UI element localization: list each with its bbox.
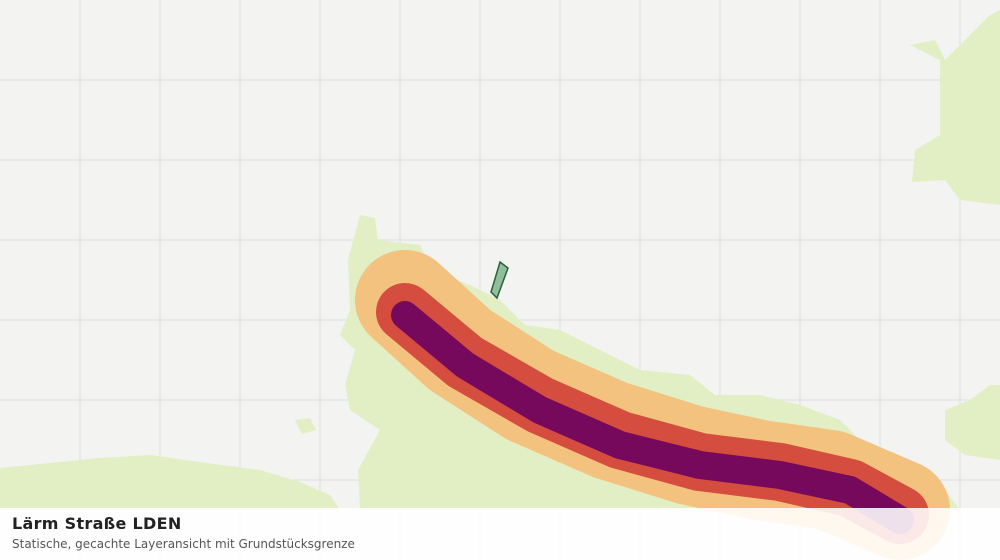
layer-subtitle: Statische, gecachte Layeransicht mit Gru… [12, 537, 355, 551]
legend-panel: Lärm Straße LDEN Statische, gecachte Lay… [0, 508, 1000, 560]
parcel-boundary [490, 260, 509, 300]
layer-title: Lärm Straße LDEN [12, 514, 182, 533]
noise-road [355, 250, 950, 560]
